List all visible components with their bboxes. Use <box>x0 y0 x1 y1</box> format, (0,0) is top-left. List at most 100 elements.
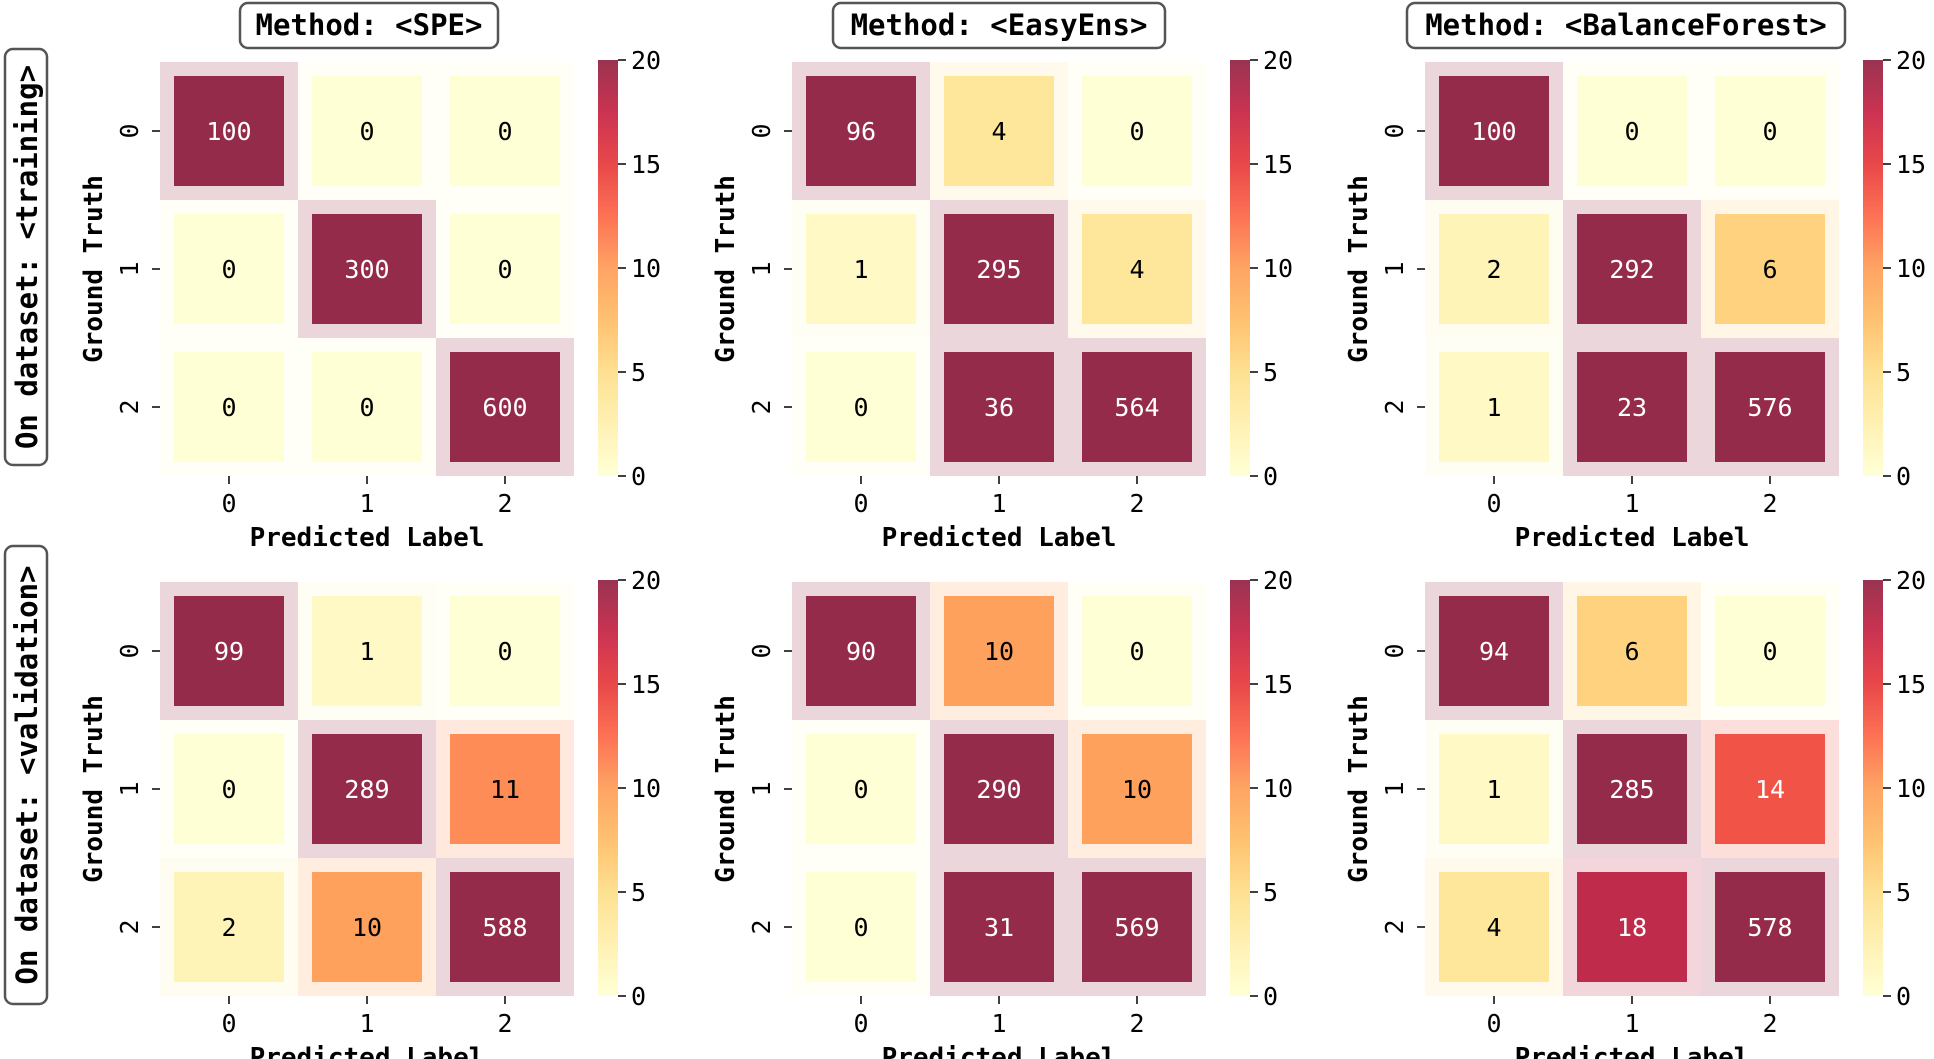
heatmap-cell <box>944 76 1054 186</box>
cell-value: 1 <box>1486 393 1501 422</box>
cell-value: 0 <box>1129 637 1144 666</box>
cell-value: 4 <box>1129 255 1144 284</box>
heatmap-cell <box>312 214 422 324</box>
heatmap-cell <box>944 734 1054 844</box>
cell-value: 289 <box>344 775 389 804</box>
heatmap-cell <box>312 734 422 844</box>
cell-value: 0 <box>221 393 236 422</box>
y-tick-label: 1 <box>115 261 144 276</box>
cell-value: 100 <box>1471 117 1516 146</box>
cell-value: 2 <box>221 913 236 942</box>
heatmap-cell <box>174 352 284 462</box>
colorbar <box>1230 60 1250 476</box>
x-tick-label: 0 <box>1486 1009 1501 1038</box>
colorbar-tick-label: 20 <box>1263 566 1293 595</box>
y-axis-label: Ground Truth <box>79 695 109 883</box>
heatmap-cell <box>1082 734 1192 844</box>
y-tick-label: 0 <box>1380 643 1409 658</box>
x-axis-label: Predicted Label <box>250 1043 485 1059</box>
y-tick-label: 2 <box>115 399 144 414</box>
heatmap-cell <box>174 214 284 324</box>
heatmap-cell <box>806 596 916 706</box>
cell-value: 576 <box>1747 393 1792 422</box>
cell-value: 4 <box>1486 913 1501 942</box>
cell-value: 0 <box>497 255 512 284</box>
cell-value: 285 <box>1609 775 1654 804</box>
x-axis-label: Predicted Label <box>1515 523 1750 553</box>
colorbar <box>1863 580 1883 996</box>
heatmap-cell <box>806 214 916 324</box>
heatmap-cell <box>174 872 284 982</box>
x-tick-label: 1 <box>991 1009 1006 1038</box>
colorbar-tick-label: 5 <box>631 878 646 907</box>
colorbar-tick-label: 10 <box>631 774 661 803</box>
heatmap-cell <box>1439 76 1549 186</box>
colorbar-tick-label: 5 <box>1896 878 1911 907</box>
cell-value: 0 <box>497 117 512 146</box>
cell-value: 90 <box>846 637 876 666</box>
heatmap-cell <box>1715 352 1825 462</box>
heatmap-cell <box>806 76 916 186</box>
cell-value: 0 <box>1762 637 1777 666</box>
row-label-training-box <box>3 47 49 467</box>
colorbar-tick-label: 20 <box>631 46 661 75</box>
cell-value: 1 <box>1486 775 1501 804</box>
y-tick-label: 1 <box>747 261 776 276</box>
cell-value: 578 <box>1747 913 1792 942</box>
y-tick-label: 0 <box>747 123 776 138</box>
cell-value: 588 <box>482 913 527 942</box>
colorbar <box>598 580 618 996</box>
cell-value: 0 <box>359 393 374 422</box>
cell-value: 0 <box>497 637 512 666</box>
y-tick-label: 0 <box>115 643 144 658</box>
colorbar-tick-label: 0 <box>631 982 646 1011</box>
cell-value: 36 <box>984 393 1014 422</box>
heatmap-cell <box>1715 596 1825 706</box>
colorbar-tick-label: 10 <box>1263 254 1293 283</box>
heatmap-cell <box>450 872 560 982</box>
heatmap-cell <box>1577 596 1687 706</box>
cell-value: 4 <box>991 117 1006 146</box>
colorbar-tick-label: 15 <box>1896 150 1926 179</box>
cell-value: 14 <box>1755 775 1785 804</box>
heatmap-cell <box>1715 872 1825 982</box>
x-tick-label: 2 <box>497 1009 512 1038</box>
y-axis-label: Ground Truth <box>79 175 109 363</box>
cell-value: 6 <box>1624 637 1639 666</box>
colorbar <box>1863 60 1883 476</box>
heatmap-cell <box>1715 76 1825 186</box>
x-tick-label: 0 <box>221 1009 236 1038</box>
col-title-balanceforest-box <box>1405 1 1847 50</box>
heatmap-cell <box>1082 596 1192 706</box>
y-tick-label: 2 <box>747 399 776 414</box>
colorbar-tick-label: 0 <box>1896 462 1911 491</box>
colorbar-tick-label: 10 <box>1896 774 1926 803</box>
heatmap-cell <box>450 214 560 324</box>
y-axis-label: Ground Truth <box>1344 695 1374 883</box>
heatmap-cell <box>944 352 1054 462</box>
cell-value: 1 <box>853 255 868 284</box>
col-title-spe-text: Method: <SPE> <box>256 8 483 42</box>
row-label-validation: On dataset: <validation> <box>3 544 49 1006</box>
colorbar-tick-label: 5 <box>1263 878 1278 907</box>
cell-value: 94 <box>1479 637 1509 666</box>
x-tick-label: 0 <box>853 1009 868 1038</box>
cell-value: 0 <box>853 913 868 942</box>
x-tick-label: 2 <box>1762 489 1777 518</box>
heatmap-cell <box>1715 214 1825 324</box>
colorbar-tick-label: 15 <box>631 150 661 179</box>
x-tick-label: 1 <box>1624 1009 1639 1038</box>
cell-value: 0 <box>359 117 374 146</box>
y-tick-label: 0 <box>1380 123 1409 138</box>
y-tick-label: 1 <box>115 781 144 796</box>
heatmap-cell <box>450 76 560 186</box>
y-axis-label: Ground Truth <box>711 175 741 363</box>
cell-value: 96 <box>846 117 876 146</box>
x-tick-label: 0 <box>1486 489 1501 518</box>
y-tick-label: 0 <box>747 643 776 658</box>
cell-value: 0 <box>1129 117 1144 146</box>
x-tick-label: 0 <box>853 489 868 518</box>
